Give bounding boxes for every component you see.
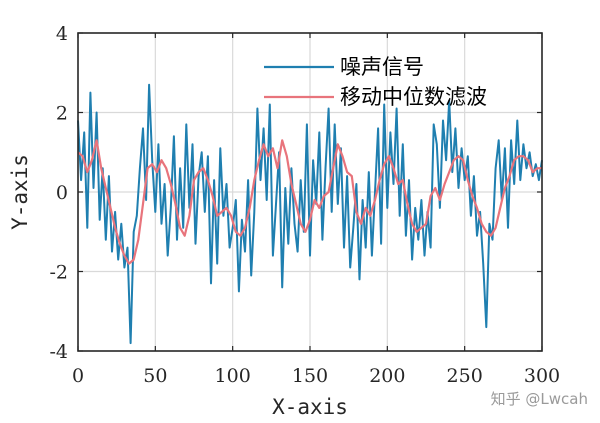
x-tick-label: 150 [292, 365, 328, 387]
series-line-median-filter [77, 139, 542, 265]
x-tick-label: 50 [143, 365, 167, 387]
y-tick-label: 2 [56, 103, 68, 125]
x-tick-labels: 0 50 100 150 200 250 300 [72, 365, 560, 387]
y-tick-label: 0 [56, 182, 68, 204]
series-line-noisy-signal [77, 83, 543, 345]
grid [77, 32, 543, 352]
x-tick-label: 0 [72, 365, 84, 387]
x-axis-label: X-axis [272, 395, 348, 419]
plot-series [77, 83, 543, 345]
x-tick-label: 100 [215, 365, 251, 387]
x-tick-label: 200 [369, 365, 405, 387]
watermark: 知乎 @Lwcah [491, 390, 588, 408]
y-tick-label: 4 [56, 23, 68, 45]
legend: 噪声信号 移动中位数滤波 [264, 55, 487, 109]
plot-frame [77, 32, 543, 352]
y-tick-label: -2 [49, 262, 68, 284]
y-tick-label: -4 [49, 341, 68, 363]
x-tick-label: 250 [447, 365, 483, 387]
legend-label-median-filter: 移动中位数滤波 [340, 85, 487, 109]
x-tick-label: 300 [524, 365, 560, 387]
y-axis-label: Y-axis [8, 154, 32, 230]
y-tick-labels: -4 -2 0 2 4 [49, 23, 68, 363]
legend-label-noisy-signal: 噪声信号 [340, 55, 424, 79]
